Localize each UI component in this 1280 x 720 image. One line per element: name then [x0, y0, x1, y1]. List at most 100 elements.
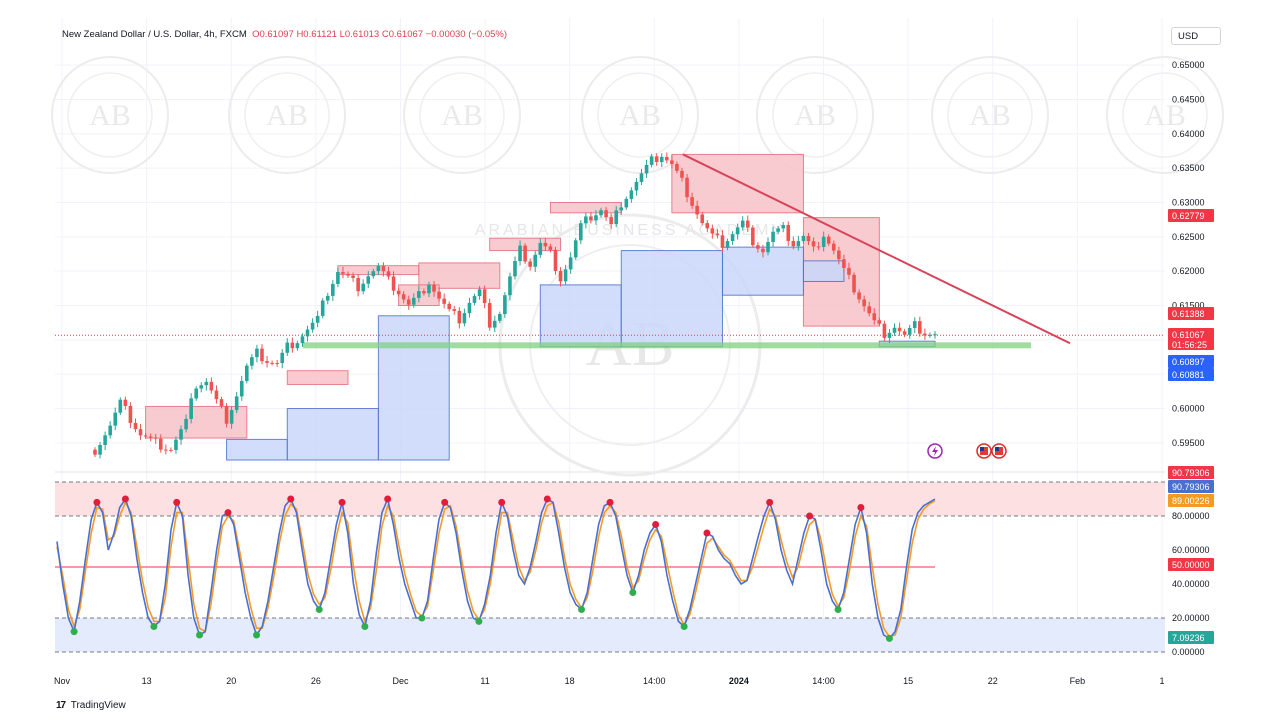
- candle-body: [442, 298, 446, 304]
- candle-body: [356, 278, 360, 292]
- time-tick-label: 2024: [729, 676, 749, 686]
- candle-body: [811, 241, 816, 247]
- candle: [675, 161, 679, 174]
- candle: [821, 231, 826, 252]
- price-tick-label: 0.62000: [1172, 266, 1205, 276]
- candle: [751, 225, 755, 248]
- watermark-ring: [419, 72, 505, 158]
- peak-marker: [173, 498, 181, 506]
- candle-body: [305, 329, 310, 337]
- candle: [872, 308, 877, 325]
- candle: [123, 396, 128, 410]
- demand-zone: [802, 260, 845, 282]
- candle-body: [472, 296, 477, 303]
- candle-body: [270, 362, 274, 364]
- candle-body: [528, 261, 532, 267]
- candle-body: [351, 275, 355, 279]
- candle-body: [624, 198, 629, 208]
- candle-body: [406, 299, 411, 305]
- candle: [351, 272, 355, 282]
- watermark-text: AB: [1144, 99, 1186, 132]
- candle-body: [923, 333, 927, 336]
- candle-body: [806, 236, 811, 242]
- candle: [381, 262, 386, 277]
- candle: [766, 237, 770, 256]
- candle-body: [654, 156, 659, 162]
- candle-body: [659, 156, 664, 162]
- time-tick-label: 15: [903, 676, 913, 686]
- candle: [305, 325, 310, 342]
- watermark-seal: AB: [51, 56, 169, 174]
- price-label-text: 0.62779: [1172, 211, 1205, 221]
- candle-body: [179, 429, 183, 440]
- candle-body: [467, 302, 472, 314]
- candle-body: [629, 190, 634, 199]
- price-tick-label: 0.61500: [1172, 301, 1205, 311]
- trough-marker: [885, 634, 893, 642]
- candle: [558, 267, 563, 287]
- candle: [568, 252, 573, 274]
- price-label: 0.60881: [1168, 368, 1214, 381]
- candle: [482, 285, 487, 309]
- candle-body: [224, 406, 229, 424]
- candle-body: [113, 412, 118, 426]
- candle-body: [766, 241, 770, 253]
- watermark-ring-text: ARABIAN BUSINESS ACADEMY: [475, 222, 785, 239]
- peak-marker: [224, 509, 232, 517]
- candle: [391, 271, 396, 296]
- osc-label-bg: [1168, 558, 1214, 571]
- candle: [659, 153, 664, 168]
- watermark-text: AB: [794, 99, 836, 132]
- candle: [295, 340, 300, 351]
- candle: [847, 262, 851, 280]
- overlays-layer: [55, 153, 1165, 345]
- candle: [320, 298, 325, 319]
- candle-body: [250, 357, 254, 366]
- us-flag-event-icon: [976, 443, 992, 459]
- us-flag-event-icon: [991, 443, 1007, 459]
- trough-marker: [196, 631, 204, 639]
- candle-body: [513, 261, 517, 277]
- candle: [745, 215, 750, 233]
- candle-body: [543, 242, 548, 247]
- oversold-band: [55, 618, 1165, 652]
- candle-body: [745, 220, 750, 228]
- price-label-text: 0.61388: [1172, 309, 1205, 319]
- osc-label-bg: [1168, 494, 1214, 507]
- flash-event-icon: [927, 443, 943, 459]
- candle-body: [533, 254, 538, 267]
- osc-tick-label: 40.00000: [1172, 579, 1210, 589]
- candle-body: [204, 381, 209, 386]
- peak-marker: [338, 498, 346, 506]
- candle-body: [184, 418, 188, 430]
- candle: [411, 293, 416, 308]
- watermark-ring: [597, 72, 683, 158]
- candle-body: [594, 215, 598, 221]
- candle: [857, 289, 861, 304]
- candle: [715, 229, 720, 239]
- candle-body: [821, 236, 826, 247]
- watermark-ring: [67, 72, 153, 158]
- candle: [644, 159, 649, 178]
- candle: [437, 287, 441, 302]
- trough-marker: [418, 614, 426, 622]
- candle-body: [315, 315, 320, 323]
- trough-marker: [361, 623, 369, 630]
- candle-body: [447, 303, 452, 310]
- candle-body: [740, 220, 745, 228]
- price-label-text: 0.61067: [1172, 330, 1205, 340]
- candle: [224, 403, 229, 428]
- candle: [325, 292, 330, 305]
- currency-button[interactable]: USD: [1171, 27, 1221, 45]
- watermark-seal: AB: [1106, 56, 1224, 174]
- candle: [761, 244, 765, 258]
- candles-layer: [93, 152, 937, 459]
- candle: [518, 240, 522, 266]
- symbol-header: New Zealand Dollar / U.S. Dollar, 4h, FX…: [62, 29, 507, 40]
- candle-body: [933, 334, 937, 336]
- time-tick-label: Dec: [392, 676, 409, 686]
- trough-marker: [315, 606, 323, 613]
- candle: [578, 220, 583, 245]
